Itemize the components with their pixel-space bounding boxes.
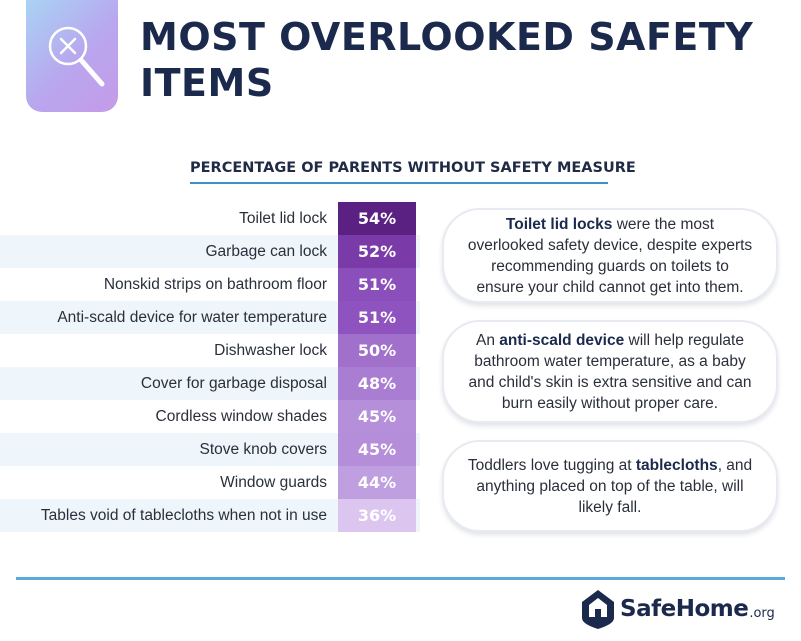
header-icon-tile (26, 0, 118, 112)
row-label: Garbage can lock (205, 243, 328, 260)
table-row: Window guards 44% (0, 466, 420, 499)
percentage-cell: 45% (338, 400, 416, 433)
percentage-cell: 54% (338, 202, 416, 235)
table-row: Anti-scald device for water temperature 5… (0, 301, 420, 334)
callout-text: An anti-scald device will help regulate … (468, 331, 752, 412)
row-label: Cordless window shades (155, 408, 327, 425)
callout-text: Toddlers love tugging at tablecloths, an… (467, 456, 753, 516)
callout-card-tablecloths: Toddlers love tugging at tablecloths, an… (442, 440, 778, 532)
safety-table: Toilet lid lock 54% Garbage can lock 52% Non… (0, 202, 420, 532)
callout-card-toilet-lid-locks: Toilet lid locks were the most overlooke… (442, 208, 778, 303)
percentage-cell: 51% (338, 301, 416, 334)
table-row: Toilet lid lock 54% (0, 202, 420, 235)
row-label: Stove knob covers (199, 441, 327, 458)
table-row: Stove knob covers 45% (0, 433, 420, 466)
row-label: Dishwasher lock (214, 342, 327, 359)
callout-card-anti-scald: An anti-scald device will help regulate … (442, 320, 778, 423)
page-title: MOST OVERLOOKED SAFETY ITEMS (140, 15, 754, 105)
row-label: Window guards (220, 474, 327, 491)
chart-subtitle: PERCENTAGE OF PARENTS WITHOUT SAFETY MEA… (190, 160, 636, 184)
brand-name: SafeHome (620, 596, 749, 622)
house-shield-icon (582, 590, 614, 629)
percentage-cell: 45% (338, 433, 416, 466)
percentage-cell: 48% (338, 367, 416, 400)
table-row: Nonskid strips on bathroom floor 51% (0, 268, 420, 301)
percentage-cell: 50% (338, 334, 416, 367)
row-label: Tables void of tablecloths when not in u… (40, 507, 327, 524)
row-label: Nonskid strips on bathroom floor (103, 276, 327, 293)
row-label: Toilet lid lock (239, 210, 327, 227)
table-row: Garbage can lock 52% (0, 235, 420, 268)
table-row: Tables void of tablecloths when not in u… (0, 499, 420, 532)
brand-suffix: .org (749, 605, 775, 621)
percentage-cell: 52% (338, 235, 416, 268)
magnifier-with-x-icon (48, 26, 105, 87)
footer-divider (16, 577, 785, 580)
percentage-cell: 44% (338, 466, 416, 499)
safehome-logo: SafeHome .org (580, 588, 775, 630)
table-row: Cordless window shades 45% (0, 400, 420, 433)
table-row: Dishwasher lock 50% (0, 334, 420, 367)
row-label: Anti-scald device for water temperature (57, 309, 327, 326)
row-label: Cover for garbage disposal (140, 375, 327, 392)
percentage-cell: 51% (338, 268, 416, 301)
callout-text: Toilet lid locks were the most overlooke… (467, 215, 753, 296)
percentage-cell: 36% (338, 499, 416, 532)
table-row: Cover for garbage disposal 48% (0, 367, 420, 400)
